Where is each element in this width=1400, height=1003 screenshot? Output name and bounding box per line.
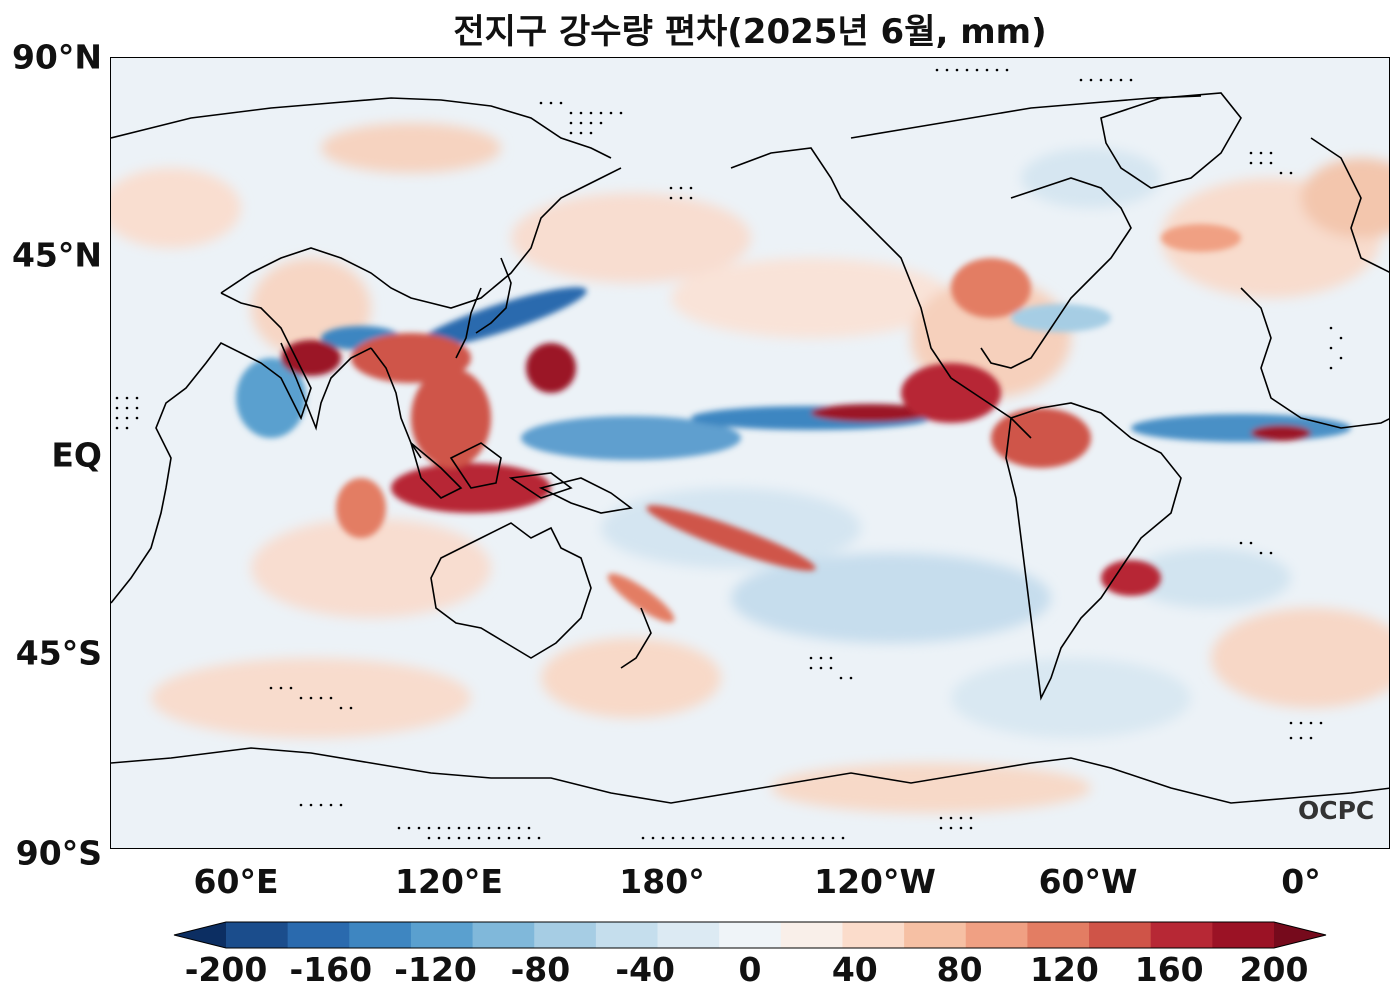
lat-label-45s: 45°S xyxy=(15,633,102,673)
colorbar-extend-low xyxy=(174,922,226,948)
lon-label-120e: 120°E xyxy=(395,862,503,901)
lat-label-90n: 90°N xyxy=(11,37,102,77)
anomaly-patches-strong xyxy=(236,224,1351,623)
lon-label-180: 180° xyxy=(619,862,705,901)
coastlines xyxy=(111,92,1389,804)
colorbar-bin xyxy=(842,922,905,948)
colorbar-bin xyxy=(472,922,535,948)
colorbar-bin xyxy=(534,922,597,948)
colorbar-bin xyxy=(904,922,967,948)
colorbar-tick-label: -200 xyxy=(184,950,268,989)
colorbar-bin xyxy=(657,922,720,948)
colorbar-tick-label: -160 xyxy=(289,950,373,989)
colorbar-tick-label: 120 xyxy=(1029,950,1099,989)
colorbar-bin xyxy=(1150,922,1213,948)
colorbar xyxy=(173,921,1327,949)
lat-label-eq: EQ xyxy=(51,435,102,475)
colorbar-tick-label: 80 xyxy=(936,950,983,989)
colorbar-tick-label: -40 xyxy=(615,950,675,989)
colorbar-bin xyxy=(226,922,289,948)
anomaly-field xyxy=(111,68,1389,840)
significance-stippling xyxy=(115,68,1343,840)
colorbar-bin xyxy=(1089,922,1152,948)
anomaly-patches-light xyxy=(111,123,1389,813)
colorbar-bin xyxy=(287,922,350,948)
lat-label-90s: 90°S xyxy=(15,833,102,873)
colorbar-bin xyxy=(719,922,782,948)
colorbar-tick-label: 40 xyxy=(831,950,878,989)
colorbar-bin xyxy=(349,922,412,948)
lat-label-45n: 45°N xyxy=(11,235,102,275)
lon-label-0: 0° xyxy=(1281,862,1321,901)
precipitation-anomaly-map xyxy=(110,57,1390,849)
colorbar-tick-label: -80 xyxy=(510,950,571,989)
lon-label-60w: 60°W xyxy=(1038,862,1138,901)
map-title: 전지구 강수량 편차(2025년 6월, mm) xyxy=(453,12,1047,52)
colorbar-bin xyxy=(965,922,1028,948)
colorbar-extend-high xyxy=(1274,922,1326,948)
colorbar-bin xyxy=(780,922,843,948)
colorbar-bin xyxy=(595,922,659,948)
colorbar-tick-label: 0 xyxy=(738,950,762,989)
lon-label-120w: 120°W xyxy=(814,862,936,901)
lon-label-60e: 60°E xyxy=(193,862,279,901)
colorbar-tick-label: 200 xyxy=(1239,950,1309,989)
ocpc-watermark: OCPC xyxy=(1298,796,1375,825)
colorbar-outline xyxy=(173,921,1327,949)
colorbar-bin xyxy=(410,922,474,948)
colorbar-tick-label: -120 xyxy=(394,950,477,989)
colorbar-bin xyxy=(1027,922,1090,948)
colorbar-bin xyxy=(1212,922,1275,948)
colorbar-tick-label: 160 xyxy=(1134,950,1204,989)
